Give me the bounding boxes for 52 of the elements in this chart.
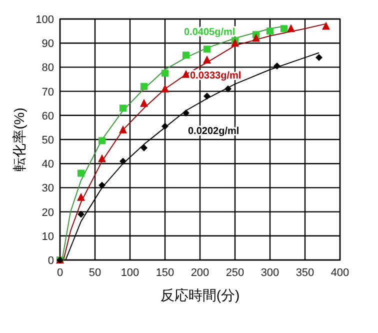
y-tick-label: 40 bbox=[42, 158, 54, 171]
point bbox=[162, 70, 168, 77]
x-tick-label: 200 bbox=[190, 267, 210, 279]
point bbox=[161, 84, 169, 92]
y-tick-label: 90 bbox=[42, 38, 54, 50]
point bbox=[120, 158, 126, 165]
y-tick-label: 80 bbox=[42, 62, 54, 74]
point bbox=[280, 25, 288, 32]
x-tick-label: 100 bbox=[120, 267, 140, 279]
y-tick-label: 10 bbox=[42, 230, 54, 243]
point bbox=[204, 46, 210, 53]
point bbox=[252, 34, 260, 42]
y-tick-label: 60 bbox=[42, 110, 54, 122]
point bbox=[119, 125, 127, 134]
x-tick-label: 50 bbox=[88, 267, 102, 279]
y-axis-title: 転化率(%) bbox=[11, 108, 27, 172]
x-tick-label: 400 bbox=[330, 267, 350, 279]
point bbox=[120, 104, 126, 112]
point bbox=[231, 38, 239, 47]
point bbox=[182, 109, 190, 116]
point bbox=[182, 52, 190, 59]
x-tick-label: 150 bbox=[156, 267, 174, 279]
point bbox=[322, 22, 330, 30]
point bbox=[78, 170, 84, 177]
y-tick-label: 30 bbox=[42, 182, 54, 195]
point bbox=[98, 137, 106, 144]
point bbox=[204, 92, 210, 100]
point bbox=[78, 210, 84, 218]
y-tick-label: 70 bbox=[42, 86, 54, 98]
y-tick-label: 20 bbox=[42, 206, 54, 219]
y-tick-label: 50 bbox=[42, 134, 54, 146]
point bbox=[224, 85, 232, 92]
point bbox=[274, 62, 280, 70]
point bbox=[316, 54, 322, 62]
point bbox=[98, 154, 106, 162]
x-tick-label: 300 bbox=[260, 267, 280, 279]
y-tick-label: 100 bbox=[36, 14, 54, 26]
point bbox=[182, 70, 190, 78]
x-tick-label: 250 bbox=[226, 267, 244, 279]
y-tick-label: 0 bbox=[48, 255, 54, 267]
point bbox=[203, 55, 211, 64]
point bbox=[77, 192, 85, 201]
x-axis-title: 反応時間(分) bbox=[160, 287, 240, 303]
point bbox=[140, 144, 148, 152]
x-tick-label: 0 bbox=[56, 267, 64, 279]
point bbox=[98, 182, 106, 189]
x-tick-label: 350 bbox=[296, 267, 314, 279]
point bbox=[287, 24, 295, 32]
point bbox=[140, 98, 148, 107]
point bbox=[162, 122, 168, 130]
point bbox=[266, 28, 274, 35]
point bbox=[140, 82, 148, 90]
